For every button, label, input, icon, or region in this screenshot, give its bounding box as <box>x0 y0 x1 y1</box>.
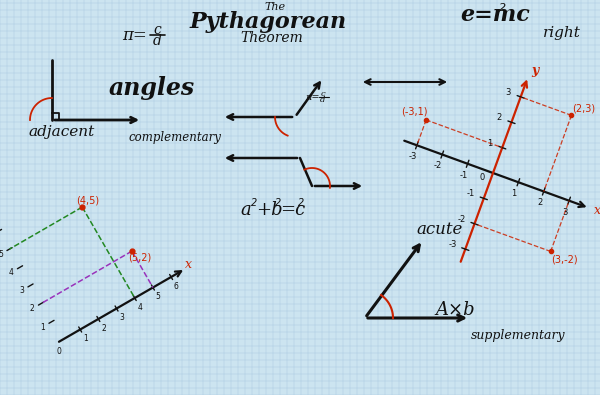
Text: -3: -3 <box>409 152 417 161</box>
Text: -2: -2 <box>434 162 442 171</box>
Text: (-3,1): (-3,1) <box>401 107 427 117</box>
Text: c: c <box>320 90 325 98</box>
Text: 1: 1 <box>512 189 517 198</box>
Text: π=: π= <box>305 92 319 102</box>
Text: Pythagorean: Pythagorean <box>190 11 347 33</box>
Text: d: d <box>320 96 326 104</box>
Text: 6: 6 <box>174 282 179 291</box>
Text: e=mc: e=mc <box>460 4 530 26</box>
Text: c: c <box>153 23 161 37</box>
Text: y: y <box>531 64 538 77</box>
Text: +b: +b <box>256 201 283 219</box>
Text: (4,5): (4,5) <box>76 195 99 205</box>
Text: a: a <box>240 201 251 219</box>
Text: π=: π= <box>122 26 148 43</box>
Text: right: right <box>543 26 581 40</box>
Text: complementary: complementary <box>128 130 221 143</box>
Text: 3: 3 <box>562 208 568 216</box>
Text: (2,3): (2,3) <box>572 103 595 113</box>
Text: acute: acute <box>417 222 463 239</box>
Text: (3,-2): (3,-2) <box>551 254 578 264</box>
Text: 2: 2 <box>496 113 502 122</box>
Text: 3: 3 <box>19 286 24 295</box>
Text: 4: 4 <box>137 303 142 312</box>
Text: 2: 2 <box>499 3 506 13</box>
Text: adjacent: adjacent <box>29 125 95 139</box>
Text: 5: 5 <box>0 250 3 259</box>
Text: -1: -1 <box>467 189 475 198</box>
Text: The: The <box>265 2 286 12</box>
Text: 2: 2 <box>29 305 34 313</box>
Text: 1: 1 <box>40 323 45 331</box>
Text: 2: 2 <box>101 324 106 333</box>
Text: -2: -2 <box>458 214 466 224</box>
Text: 2: 2 <box>537 198 542 207</box>
Text: 0: 0 <box>56 347 61 356</box>
Text: angles: angles <box>109 76 195 100</box>
Text: 2: 2 <box>275 198 281 208</box>
Text: 2: 2 <box>251 198 257 208</box>
Text: (5,2): (5,2) <box>128 252 152 262</box>
Text: 5: 5 <box>156 292 161 301</box>
Text: 1: 1 <box>487 139 492 147</box>
Text: supplementary: supplementary <box>470 329 565 342</box>
Text: x: x <box>593 204 600 217</box>
Text: 3: 3 <box>505 88 511 97</box>
Text: 0: 0 <box>480 173 485 182</box>
Text: 2: 2 <box>298 198 304 208</box>
Text: Theorem: Theorem <box>241 31 304 45</box>
Text: -1: -1 <box>460 171 467 180</box>
Text: d: d <box>152 34 161 48</box>
Text: -3: -3 <box>448 240 457 249</box>
Text: A×b: A×b <box>435 301 475 319</box>
Text: =c: =c <box>280 201 305 219</box>
Text: 1: 1 <box>83 334 88 343</box>
Text: 4: 4 <box>8 268 13 277</box>
Text: x: x <box>185 258 192 271</box>
Text: 3: 3 <box>119 313 124 322</box>
